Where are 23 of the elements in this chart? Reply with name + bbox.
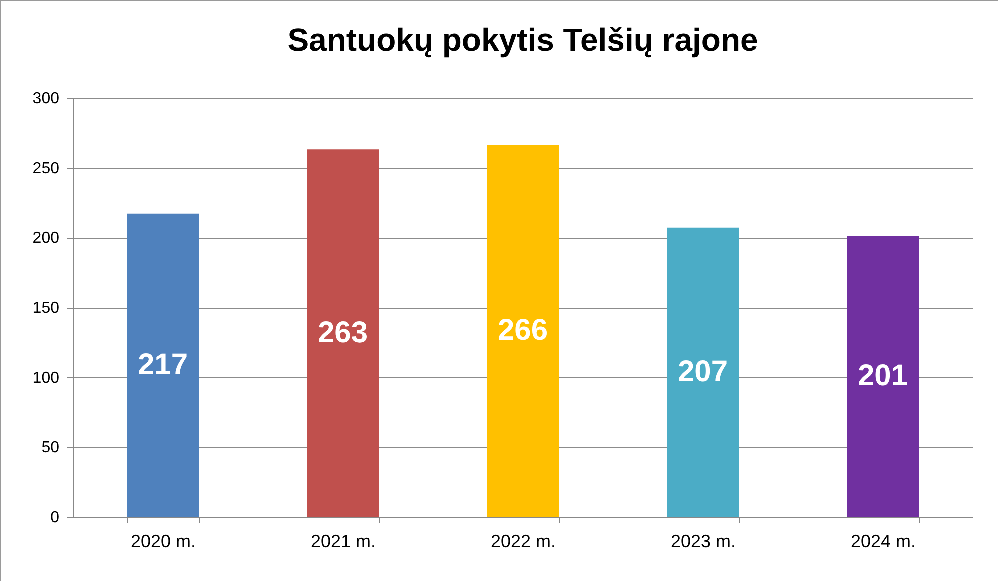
x-tick-label: 2024 m.: [850, 532, 916, 552]
data-label: 201: [858, 360, 908, 393]
bar: [847, 236, 919, 517]
y-tick-label: 50: [42, 440, 60, 457]
bar: [307, 150, 379, 517]
y-tick-label: 150: [32, 300, 60, 317]
x-tick-label: 2020 m.: [130, 532, 196, 552]
bar: [487, 145, 559, 517]
y-tick-label: 250: [32, 160, 60, 178]
x-tick-label: 2023 m.: [670, 532, 736, 552]
bar: [127, 214, 199, 517]
y-tick-label: 200: [32, 230, 60, 248]
data-label: 207: [678, 355, 728, 388]
bar: [667, 228, 739, 517]
y-tick-label: 0: [50, 510, 60, 526]
y-tick-label: 100: [32, 370, 60, 387]
data-label: 263: [318, 316, 368, 350]
data-label: 217: [138, 348, 188, 382]
y-tick-label: 300: [32, 90, 60, 108]
x-tick-label: 2022 m.: [490, 532, 556, 552]
data-label: 266: [498, 314, 548, 348]
chart-title: Santuokų pokytis Telšių rajone: [288, 22, 758, 58]
x-tick-label: 2021 m.: [310, 532, 376, 552]
